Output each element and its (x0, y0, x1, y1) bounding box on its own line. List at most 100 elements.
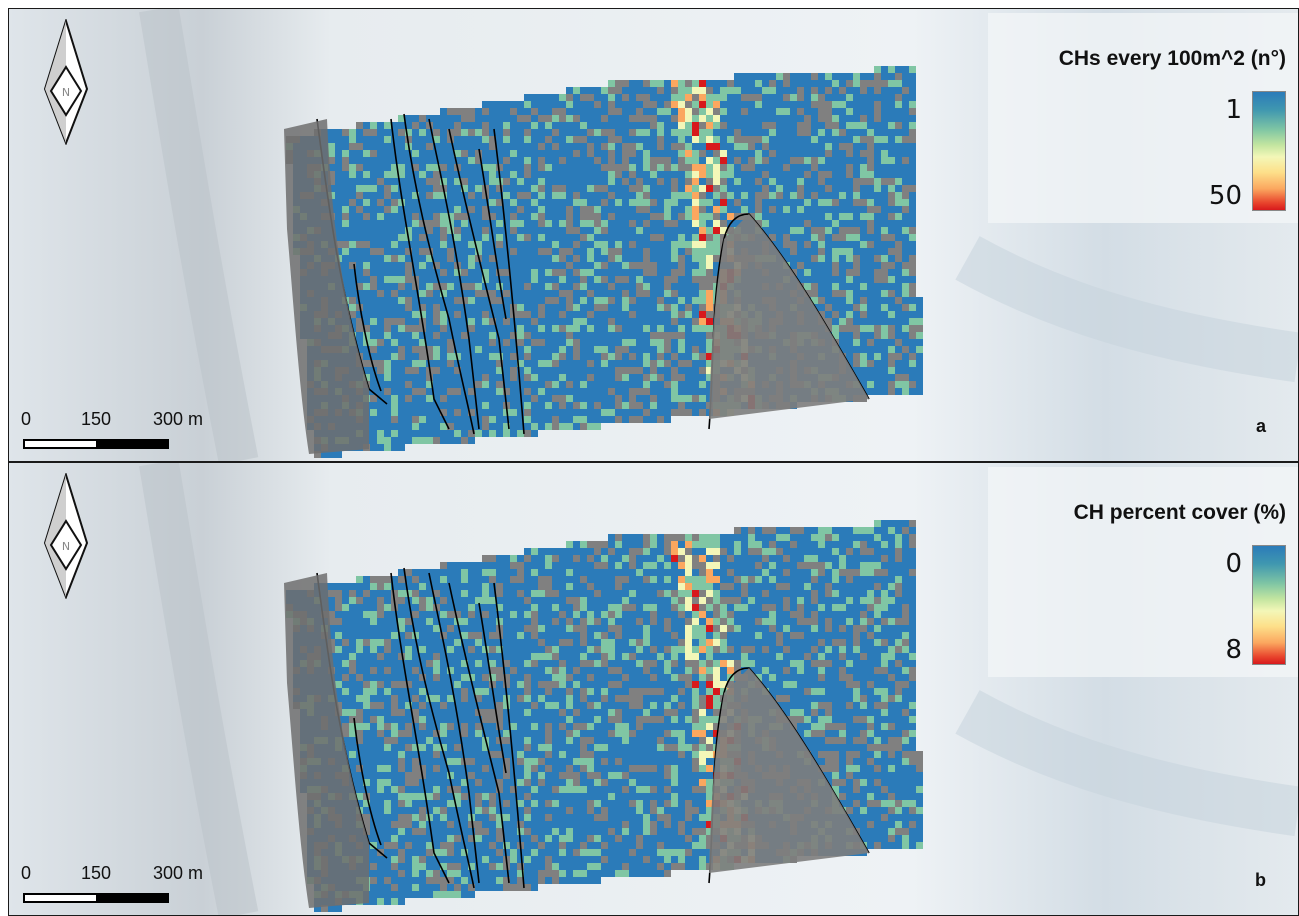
raster-cell (468, 262, 475, 269)
raster-cell (664, 234, 671, 241)
raster-cell (699, 269, 706, 276)
raster-cell (335, 674, 342, 681)
raster-cell (622, 304, 629, 311)
raster-cell (384, 262, 391, 269)
raster-cell (356, 227, 363, 234)
raster-cell (853, 234, 860, 241)
raster-cell (545, 374, 552, 381)
raster-cell (496, 269, 503, 276)
raster-cell (524, 269, 531, 276)
raster-cell (356, 185, 363, 192)
raster-cell (664, 290, 671, 297)
raster-cell (853, 220, 860, 227)
raster-cell (636, 283, 643, 290)
raster-cell (734, 164, 741, 171)
raster-cell (790, 108, 797, 115)
raster-cell (895, 80, 902, 87)
raster-cell (538, 185, 545, 192)
raster-cell (335, 178, 342, 185)
raster-cell (349, 164, 356, 171)
raster-cell (349, 234, 356, 241)
raster-cell (356, 248, 363, 255)
raster-cell (811, 297, 818, 304)
raster-cell (398, 374, 405, 381)
raster-cell (769, 136, 776, 143)
raster-cell (622, 332, 629, 339)
raster-cell (398, 744, 405, 751)
raster-cell (475, 115, 482, 122)
raster-cell (447, 437, 454, 444)
raster-cell (776, 171, 783, 178)
raster-cell (412, 213, 419, 220)
raster-cell (384, 339, 391, 346)
raster-cell (713, 150, 720, 157)
raster-cell (545, 255, 552, 262)
raster-cell (839, 213, 846, 220)
raster-cell (552, 388, 559, 395)
raster-cell (405, 842, 412, 849)
raster-cell (867, 129, 874, 136)
raster-cell (664, 220, 671, 227)
raster-cell (692, 136, 699, 143)
raster-cell (384, 723, 391, 730)
raster-cell (881, 283, 888, 290)
raster-cell (594, 290, 601, 297)
raster-cell (398, 444, 405, 451)
raster-cell (447, 178, 454, 185)
raster-cell (706, 178, 713, 185)
raster-cell (419, 122, 426, 129)
raster-cell (384, 639, 391, 646)
raster-cell (888, 269, 895, 276)
raster-cell (475, 220, 482, 227)
raster-cell (398, 241, 405, 248)
raster-cell (636, 318, 643, 325)
raster-cell (412, 660, 419, 667)
raster-cell (594, 269, 601, 276)
raster-cell (391, 884, 398, 891)
raster-cell (370, 800, 377, 807)
raster-cell (489, 325, 496, 332)
raster-cell (664, 178, 671, 185)
raster-cell (615, 290, 622, 297)
raster-cell (846, 171, 853, 178)
raster-cell (545, 185, 552, 192)
raster-cell (916, 332, 923, 339)
raster-cell (608, 318, 615, 325)
raster-cell (699, 115, 706, 122)
raster-cell (692, 311, 699, 318)
raster-cell (342, 632, 349, 639)
raster-cell (685, 360, 692, 367)
raster-cell (839, 206, 846, 213)
raster-cell (678, 388, 685, 395)
raster-cell (643, 339, 650, 346)
raster-cell (629, 367, 636, 374)
raster-cell (909, 206, 916, 213)
raster-cell (769, 80, 776, 87)
raster-cell (391, 269, 398, 276)
raster-cell (377, 842, 384, 849)
raster-cell (426, 199, 433, 206)
raster-cell (860, 101, 867, 108)
raster-cell (363, 583, 370, 590)
raster-cell (573, 395, 580, 402)
raster-cell (440, 395, 447, 402)
raster-cell (874, 115, 881, 122)
raster-cell (594, 297, 601, 304)
raster-cell (650, 416, 657, 423)
raster-cell (685, 150, 692, 157)
raster-cell (510, 164, 517, 171)
raster-cell (895, 143, 902, 150)
raster-cell (489, 122, 496, 129)
raster-cell (398, 667, 405, 674)
raster-cell (601, 101, 608, 108)
raster-cell (734, 206, 741, 213)
raster-cell (482, 374, 489, 381)
raster-cell (531, 234, 538, 241)
raster-cell (398, 234, 405, 241)
raster-cell (517, 367, 524, 374)
raster-cell (524, 304, 531, 311)
raster-cell (405, 388, 412, 395)
raster-cell (454, 108, 461, 115)
raster-cell (531, 416, 538, 423)
raster-cell (468, 157, 475, 164)
